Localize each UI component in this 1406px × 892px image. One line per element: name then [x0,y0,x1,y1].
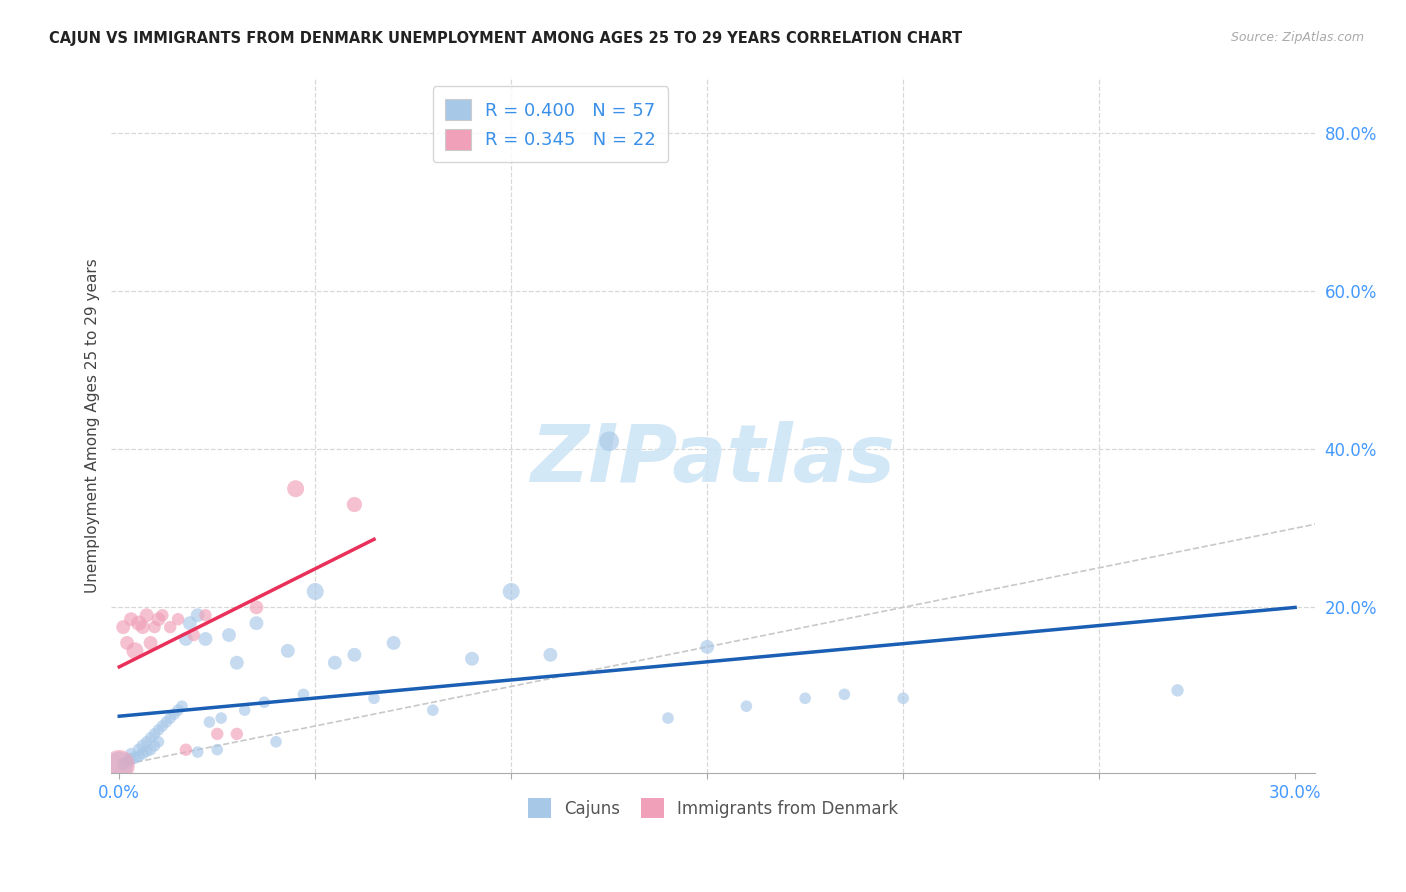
Point [143,727,166,741]
Point [422,703,444,717]
Point [128,616,150,631]
Point [253,695,276,709]
Point [167,612,190,626]
Point [735,699,758,714]
Y-axis label: Unemployment Among Ages 25 to 29 years: Unemployment Among Ages 25 to 29 years [86,258,100,593]
Point [218,628,240,642]
Point [343,498,366,512]
Point [115,636,138,650]
Point [264,735,287,749]
Point [143,739,166,753]
Point [292,687,315,701]
Point [155,714,177,729]
Legend: Cajuns, Immigrants from Denmark: Cajuns, Immigrants from Denmark [522,792,905,824]
Point [194,632,217,646]
Point [174,742,197,756]
Point [139,742,162,756]
Point [207,727,229,741]
Point [198,714,221,729]
Text: ZIPatlas: ZIPatlas [530,421,896,500]
Point [124,750,146,764]
Point [343,648,366,662]
Point [245,600,267,615]
Point [598,434,620,449]
Point [382,636,405,650]
Point [120,752,142,766]
Point [143,620,166,634]
Point [304,584,326,599]
Point [128,742,150,756]
Point [124,644,146,658]
Point [225,656,247,670]
Point [187,608,209,623]
Point [132,739,155,753]
Point [135,608,157,623]
Point [233,703,256,717]
Point [135,744,157,758]
Point [538,648,561,662]
Point [179,616,201,631]
Point [174,632,197,646]
Point [163,707,186,722]
Point [245,616,267,631]
Text: Source: ZipAtlas.com: Source: ZipAtlas.com [1230,31,1364,45]
Point [159,711,181,725]
Point [187,745,209,759]
Point [207,742,229,756]
Point [148,735,170,749]
Point [112,620,135,634]
Point [150,719,173,733]
Point [284,482,307,496]
Point [150,608,173,623]
Point [112,756,135,771]
Point [194,608,217,623]
Point [148,723,170,737]
Point [170,699,193,714]
Point [139,636,162,650]
Point [277,644,299,658]
Point [135,735,157,749]
Point [132,747,155,761]
Point [1167,683,1189,698]
Point [834,687,856,701]
Point [323,656,346,670]
Point [120,747,142,761]
Point [657,711,679,725]
Point [891,691,914,706]
Point [167,703,190,717]
Point [128,749,150,764]
Point [148,612,170,626]
Text: CAJUN VS IMMIGRANTS FROM DENMARK UNEMPLOYMENT AMONG AGES 25 TO 29 YEARS CORRELAT: CAJUN VS IMMIGRANTS FROM DENMARK UNEMPLO… [49,31,962,46]
Point [209,711,232,725]
Point [132,620,155,634]
Point [363,691,385,706]
Point [461,652,484,666]
Point [794,691,817,706]
Point [108,758,131,772]
Point [183,628,205,642]
Point [120,612,142,626]
Point [696,640,718,654]
Point [501,584,523,599]
Point [108,758,131,772]
Point [225,727,247,741]
Point [139,731,162,745]
Point [115,755,138,769]
Point [159,620,181,634]
